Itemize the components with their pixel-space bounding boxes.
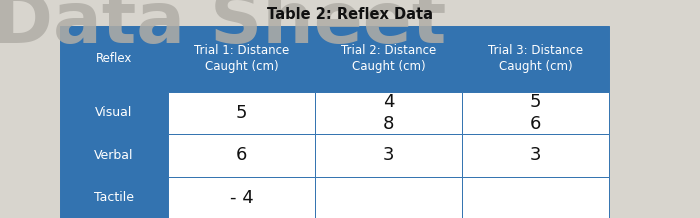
- Bar: [60, 92, 168, 134]
- Bar: [60, 134, 168, 177]
- Bar: [168, 26, 315, 92]
- Text: Verbal: Verbal: [94, 149, 134, 162]
- Text: Tactile: Tactile: [94, 191, 134, 204]
- Text: Trial 1: Distance
Caught (cm): Trial 1: Distance Caught (cm): [194, 44, 289, 73]
- Bar: [315, 92, 462, 134]
- Bar: [168, 92, 315, 134]
- Bar: [168, 177, 315, 218]
- Bar: [60, 26, 168, 92]
- Text: Visual: Visual: [95, 106, 132, 119]
- Bar: [315, 26, 462, 92]
- Bar: [315, 177, 462, 218]
- Bar: [462, 134, 609, 177]
- Text: Trial 3: Distance
Caught (cm): Trial 3: Distance Caught (cm): [488, 44, 583, 73]
- Text: Trial 2: Distance
Caught (cm): Trial 2: Distance Caught (cm): [341, 44, 436, 73]
- Text: - 4: - 4: [230, 189, 253, 207]
- Text: 5
6: 5 6: [530, 93, 541, 133]
- Bar: [60, 177, 168, 218]
- Bar: [462, 26, 609, 92]
- Text: 6: 6: [236, 146, 247, 164]
- Bar: [315, 134, 462, 177]
- Text: Data Sheet: Data Sheet: [0, 0, 447, 58]
- Text: 4
8: 4 8: [383, 93, 394, 133]
- Text: Table 2: Reflex Data: Table 2: Reflex Data: [267, 7, 433, 22]
- Text: 3: 3: [383, 146, 394, 164]
- Text: 3: 3: [530, 146, 541, 164]
- Text: 5: 5: [236, 104, 247, 122]
- Bar: [462, 177, 609, 218]
- Bar: [168, 134, 315, 177]
- Text: Reflex: Reflex: [96, 52, 132, 65]
- Bar: [462, 92, 609, 134]
